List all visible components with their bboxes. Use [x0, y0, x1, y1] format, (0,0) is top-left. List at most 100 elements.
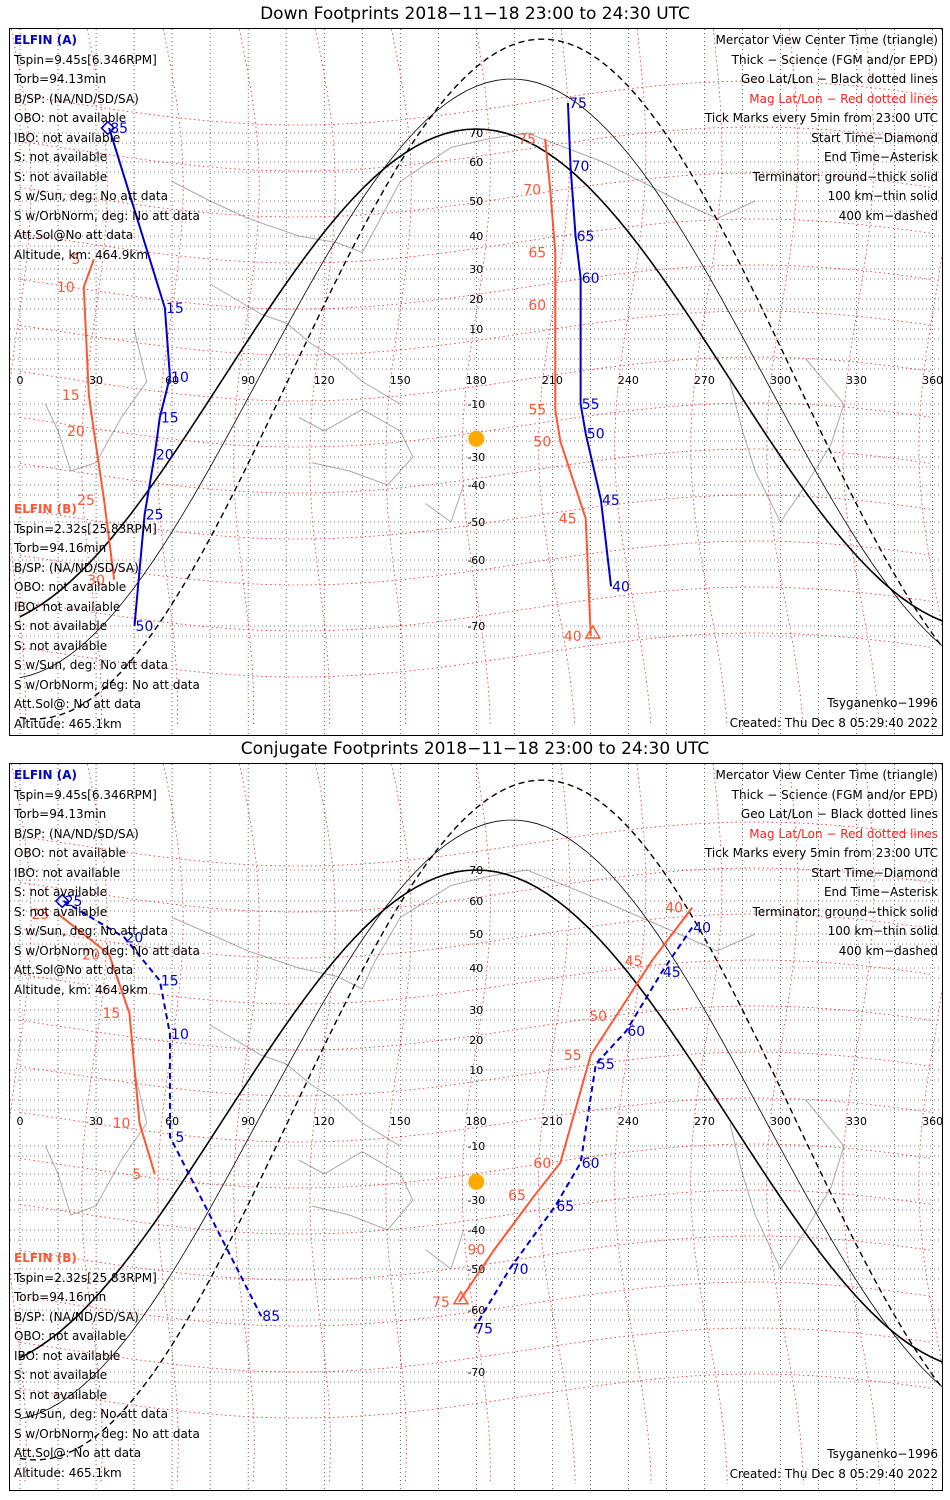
terminator-ground [19, 128, 942, 622]
probe-a-line: Altitude, km: 464.9km [14, 247, 149, 262]
tick-label-a: 10 [171, 1027, 189, 1043]
tick-label-a: 10 [171, 370, 189, 386]
tick-label-b: 10 [113, 1116, 131, 1132]
mag-parallel [19, 80, 933, 126]
probe-b-line: Altitude: 465.1km [14, 716, 122, 731]
probe-b-line: Torb=94.16min [14, 541, 107, 555]
coastline [171, 869, 756, 990]
mag-parallel [19, 1189, 933, 1235]
probe-a-label: ELFIN (A) [14, 768, 77, 782]
legend-line: Tick Marks every 5min from 23:00 UTC [704, 111, 938, 125]
legend-line: Geo Lat/Lon − Black dotted lines [740, 807, 938, 821]
tick-label-a: 85 [110, 121, 128, 137]
legend-line: Thick − Science (FGM and/or EPD) [731, 52, 938, 67]
terminator-400km [19, 779, 942, 1461]
created-stamp: Created: Thu Dec 8 05:29:40 2022 [729, 1467, 938, 1481]
tick-label-b: 10 [57, 280, 75, 296]
mag-parallel [19, 632, 933, 678]
probe-b-line: S: not available [14, 638, 108, 653]
lon-label: 0 [17, 374, 24, 387]
probe-a-line: S w/OrbNorm, deg: No att data [14, 943, 200, 958]
created-stamp: Created: Thu Dec 8 05:29:40 2022 [729, 716, 938, 730]
tick-label-a: 25 [65, 894, 83, 910]
panel-title-conjugate: Conjugate Footprints 2018−11−18 23:00 to… [240, 739, 710, 759]
probe-a-line: Att.Sol@No att data [14, 963, 134, 977]
lat-label: 70 [469, 864, 483, 877]
legend-line: Terminator: ground−thick solid [752, 904, 938, 919]
tick-label-a: 25 [146, 508, 164, 524]
mag-meridian [614, 764, 652, 1485]
footprint-track [566, 102, 613, 587]
lon-label: 300 [770, 1115, 791, 1128]
start-diamond-a [54, 893, 70, 909]
probe-a-line: S: not available [14, 904, 108, 919]
map-canvas-conjugate: 0 30 60 90 120 150 180 210 240 270 300 330 360 70 60 50… [10, 764, 942, 1490]
tick-label-b: 15 [102, 1006, 120, 1022]
legend-line: Mag Lat/Lon − Red dotted lines [749, 91, 938, 106]
coastline [729, 358, 845, 523]
lon-label: 360 [922, 374, 942, 387]
lat-label: 40 [469, 962, 483, 975]
probe-a-line: B/SP: (NA/ND/SD/SA) [14, 91, 139, 106]
probe-a-label: ELFIN (A) [14, 33, 77, 47]
tick-label-a: 65 [577, 229, 595, 245]
tick-label-a: 45 [663, 965, 681, 981]
mag-meridian [309, 764, 336, 1485]
probe-a-line: S: not available [14, 169, 108, 184]
lon-label: 240 [618, 1115, 639, 1128]
coastline [44, 1069, 148, 1216]
lon-label: 0 [17, 1115, 24, 1128]
legend-line: End Time−Asterisk [823, 885, 938, 899]
probe-a-line: OBO: not available [14, 111, 127, 125]
lon-label: 210 [542, 374, 563, 387]
center-triangle-b [452, 1290, 470, 1305]
mag-meridian [766, 764, 804, 1485]
mag-parallel [19, 172, 933, 218]
probe-a-line: IBO: not available [14, 130, 121, 145]
center-triangle-b [584, 624, 602, 639]
model-name: Tsyganenko−1996 [827, 696, 938, 710]
lat-label: -30 [467, 1194, 485, 1207]
mag-meridian [842, 764, 880, 1485]
tick-label-b: 75 [518, 132, 536, 148]
probe-b-label: ELFIN (B) [14, 502, 77, 516]
sun-marker [468, 1173, 485, 1190]
legend-line: Thick − Science (FGM and/or EPD) [731, 787, 938, 802]
mag-meridian [81, 764, 108, 1485]
lon-label: 150 [390, 374, 411, 387]
lon-label: 120 [314, 1115, 335, 1128]
tick-label-a: 70 [511, 1262, 529, 1278]
mag-meridian [461, 764, 491, 1485]
tick-label-a: 20 [125, 930, 143, 946]
probe-a-info: ELFIN (A) Tspin=9.45s[6.346RPM] Torb=94.… [14, 31, 200, 265]
probe-a-line: Tspin=9.45s[6.346RPM] [14, 52, 157, 67]
probe-a-line: Att.Sol@No att data [14, 228, 134, 242]
lon-label: 90 [241, 374, 255, 387]
probe-b-line: IBO: not available [14, 1348, 121, 1363]
mag-meridian [81, 29, 108, 726]
tick-label-b: 55 [564, 1048, 582, 1064]
tick-label-a: 55 [597, 1057, 615, 1073]
mag-meridian [385, 29, 412, 726]
tick-label-a: 60 [582, 271, 600, 287]
tick-label-b: 25 [77, 493, 95, 509]
probe-b-line: Tspin=2.32s[25.83RPM] [14, 521, 157, 536]
tick-label-b: 45 [625, 954, 643, 970]
probe-a-line: S w/Sun, deg: No att data [14, 924, 168, 938]
lat-label: 60 [469, 895, 483, 908]
lon-label: 330 [846, 374, 867, 387]
mag-meridian [233, 29, 260, 726]
mag-parallel [19, 264, 933, 310]
tick-label-b: 60 [528, 298, 546, 314]
tick-label-b: 25 [32, 907, 50, 923]
coastline [729, 1099, 845, 1271]
lat-label: -40 [467, 479, 485, 492]
mag-parallel [19, 586, 933, 632]
mag-parallel [19, 1281, 933, 1327]
lat-label: -30 [467, 451, 485, 464]
probe-b-line: Tspin=2.32s[25.83RPM] [14, 1270, 157, 1285]
probe-b-label: ELFIN (B) [14, 1251, 77, 1265]
mag-parallel [19, 1051, 933, 1097]
terminator-400km [19, 38, 942, 720]
lon-label: 240 [618, 374, 639, 387]
